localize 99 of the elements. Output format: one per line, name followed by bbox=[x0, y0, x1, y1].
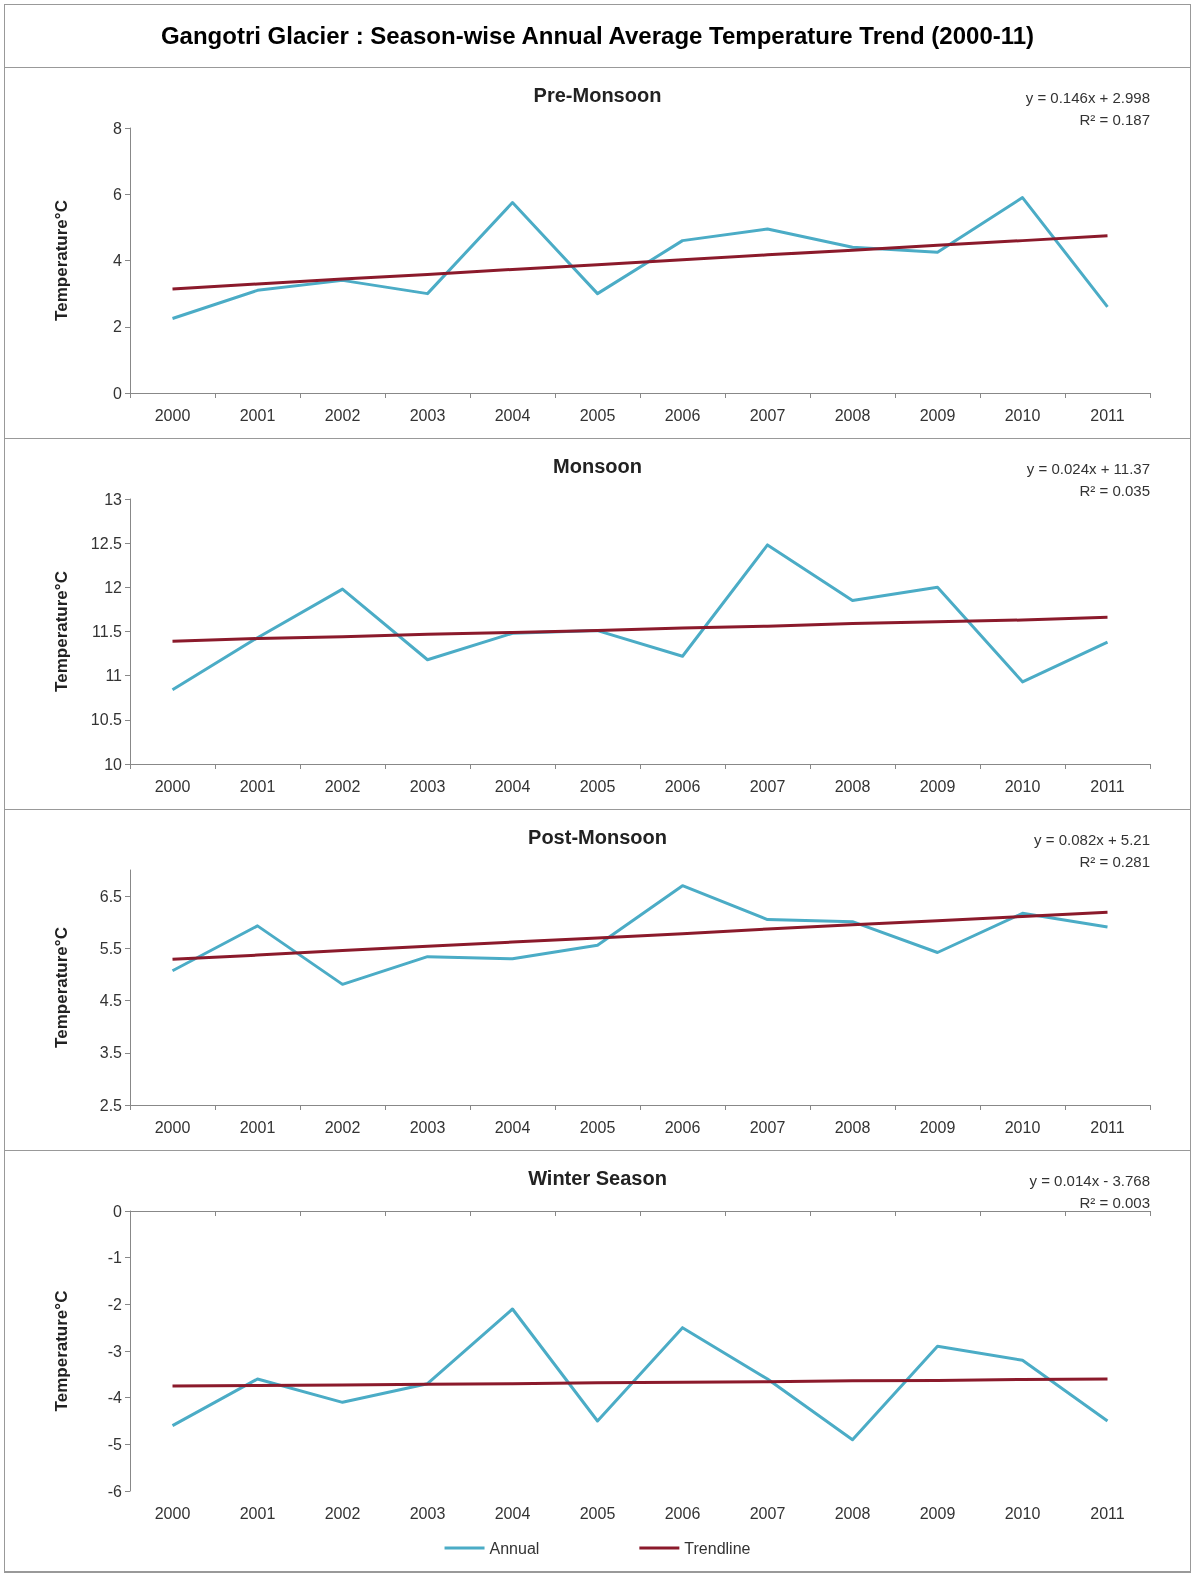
x-tick-label: 2010 bbox=[1004, 406, 1041, 424]
x-tick-label: 2008 bbox=[834, 406, 871, 424]
x-tick-label: 2000 bbox=[154, 777, 191, 795]
text: R² = 0.281 bbox=[1079, 853, 1150, 870]
x-tick-label: 2002 bbox=[324, 1118, 361, 1136]
x-tick-label: 2007 bbox=[749, 1118, 786, 1136]
text: y = 0.146x + 2.998 bbox=[1025, 89, 1150, 106]
x-tick-label: 2005 bbox=[579, 406, 616, 424]
x-tick-label: 2007 bbox=[749, 1504, 786, 1522]
x-tick-label: 2008 bbox=[834, 777, 871, 795]
x-tick-label: 2011 bbox=[1090, 1118, 1125, 1136]
chart-title: Post-Monsoon bbox=[528, 826, 667, 848]
x-tick-label: 2007 bbox=[749, 777, 786, 795]
chart-title: Gangotri Glacier : Season-wise Annual Average Temperature Trend (2000-11) bbox=[5, 5, 1190, 68]
x-tick-label: 2008 bbox=[834, 1504, 871, 1522]
y-tick-label: 0 bbox=[113, 1202, 123, 1220]
x-tick-label: 2010 bbox=[1004, 777, 1041, 795]
x-tick-label: 2006 bbox=[664, 406, 701, 424]
line-series bbox=[171, 543, 1109, 692]
y-tick-label: 11.5 bbox=[92, 623, 123, 640]
x-tick-label: 2003 bbox=[409, 406, 446, 424]
y-tick-label: 3.5 bbox=[99, 1044, 123, 1062]
line-series bbox=[171, 196, 1109, 320]
y-axis-title: Temperature°C bbox=[52, 927, 71, 1048]
line-series bbox=[171, 884, 1109, 986]
x-tick-label: 2002 bbox=[324, 777, 361, 795]
y-axis-title: Temperature°C bbox=[52, 571, 71, 692]
y-axis-title: Temperature°C bbox=[52, 200, 71, 321]
x-tick-label: 2010 bbox=[1004, 1118, 1041, 1136]
y-tick-label: -6 bbox=[107, 1482, 123, 1500]
legend-label: Annual bbox=[489, 1539, 540, 1557]
x-tick-label: 2009 bbox=[919, 777, 956, 795]
x-tick-label: 2011 bbox=[1090, 777, 1125, 795]
line-series bbox=[171, 1307, 1109, 1442]
x-tick-label: 2009 bbox=[919, 406, 956, 424]
y-tick-label: 5.5 bbox=[99, 939, 123, 957]
chart-subtitle: Pre-Monsoon bbox=[533, 84, 662, 106]
y-tick-label: -2 bbox=[107, 1295, 123, 1313]
chart-title: Monsoon bbox=[553, 455, 642, 477]
line-series bbox=[171, 234, 1109, 291]
line-series bbox=[171, 1377, 1109, 1388]
y-tick-label: -3 bbox=[107, 1342, 123, 1360]
x-tick-label: 2004 bbox=[494, 1504, 531, 1522]
y-tick-label: -4 bbox=[107, 1389, 123, 1407]
legend-label: Trendline bbox=[684, 1539, 751, 1557]
line-series bbox=[171, 910, 1109, 961]
x-tick-label: 2009 bbox=[919, 1504, 956, 1522]
y-tick-label: 4 bbox=[113, 252, 123, 269]
text: y = 0.014x - 3.768 bbox=[1029, 1172, 1150, 1189]
x-tick-label: 2001 bbox=[239, 777, 276, 795]
y-tick-label: 0 bbox=[113, 384, 123, 402]
y-tick-label: 12.5 bbox=[90, 534, 123, 552]
x-tick-label: 2003 bbox=[409, 1118, 446, 1136]
x-tick-label: 2001 bbox=[239, 1504, 276, 1522]
text: y = 0.024x + 11.37 bbox=[1026, 460, 1150, 477]
x-tick-label: 2001 bbox=[239, 1118, 276, 1136]
x-tick-label: 2005 bbox=[579, 777, 616, 795]
y-tick-label: 12 bbox=[104, 578, 123, 596]
x-tick-label: 2000 bbox=[154, 406, 191, 424]
x-tick-label: 2003 bbox=[409, 1504, 446, 1522]
text: y = 0.082x + 5.21 bbox=[1034, 831, 1150, 848]
x-tick-label: 2001 bbox=[239, 406, 276, 424]
x-tick-label: 2006 bbox=[664, 777, 701, 795]
y-tick-label: 13 bbox=[104, 490, 123, 508]
x-tick-label: 2008 bbox=[834, 1118, 871, 1136]
x-tick-label: 2002 bbox=[324, 1504, 361, 1522]
chart-title: Winter Season bbox=[528, 1167, 667, 1189]
x-tick-label: 2000 bbox=[154, 1504, 191, 1522]
x-tick-label: 2007 bbox=[749, 406, 786, 424]
x-tick-label: 2000 bbox=[154, 1118, 191, 1136]
y-tick-label: 2.5 bbox=[99, 1096, 123, 1114]
y-tick-label: 11 bbox=[105, 667, 123, 685]
text: R² = 0.003 bbox=[1079, 1194, 1150, 1211]
y-tick-label: 6.5 bbox=[99, 887, 123, 905]
y-axis-title: Temperature°C bbox=[52, 1290, 71, 1412]
y-tick-label: 4.5 bbox=[99, 992, 123, 1010]
line-series bbox=[171, 615, 1109, 643]
y-tick-label: 2 bbox=[113, 318, 123, 336]
x-tick-label: 2010 bbox=[1004, 1504, 1041, 1522]
y-tick-label: -5 bbox=[107, 1435, 123, 1453]
y-tick-label: 6 bbox=[113, 185, 123, 203]
x-tick-label: 2005 bbox=[579, 1118, 616, 1136]
x-tick-label: 2005 bbox=[579, 1504, 616, 1522]
text: R² = 0.187 bbox=[1079, 111, 1150, 128]
y-tick-label: 10 bbox=[104, 755, 123, 773]
x-tick-label: 2003 bbox=[409, 777, 446, 795]
y-tick-label: -1 bbox=[107, 1249, 123, 1267]
x-tick-label: 2004 bbox=[494, 777, 531, 795]
x-tick-label: 2004 bbox=[494, 1118, 531, 1136]
x-tick-label: 2006 bbox=[664, 1504, 701, 1522]
x-tick-label: 2004 bbox=[494, 406, 531, 424]
y-tick-label: 10.5 bbox=[90, 711, 123, 729]
x-tick-label: 2011 bbox=[1090, 406, 1125, 424]
y-tick-label: 8 bbox=[113, 119, 123, 137]
x-tick-label: 2011 bbox=[1090, 1504, 1125, 1522]
x-tick-label: 2009 bbox=[919, 1118, 956, 1136]
text: R² = 0.035 bbox=[1079, 482, 1150, 499]
x-tick-label: 2006 bbox=[664, 1118, 701, 1136]
x-tick-label: 2002 bbox=[324, 406, 361, 424]
